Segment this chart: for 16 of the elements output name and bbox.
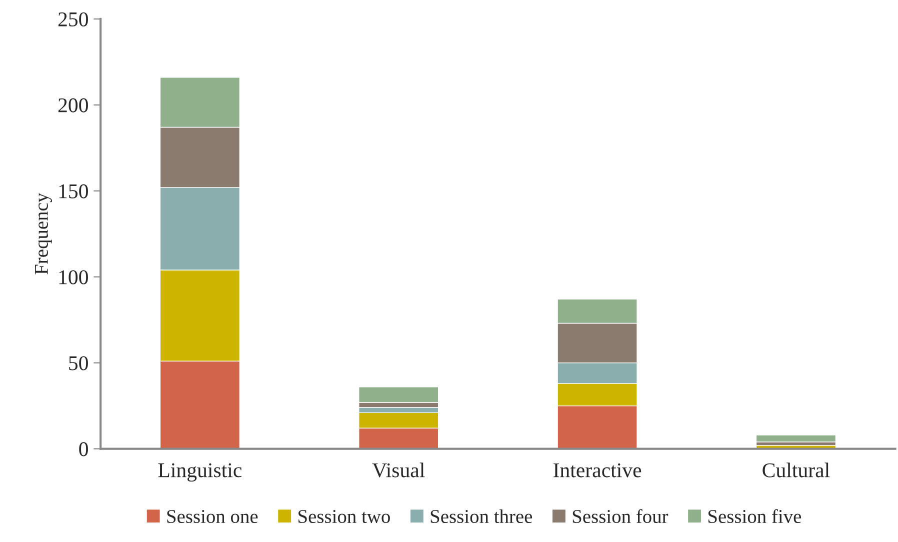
y-axis-title: Frequency <box>35 192 52 274</box>
x-tick-label: Cultural <box>762 462 830 478</box>
y-tick-label: 150 <box>59 184 88 198</box>
legend-label: Session two <box>298 510 390 524</box>
legend-label: Session five <box>708 509 802 524</box>
y-tick-label: 0 <box>79 442 88 456</box>
x-tick-label: Interactive <box>554 463 642 478</box>
y-tick-label: 250 <box>58 12 88 26</box>
legend-label: Session four <box>572 509 668 524</box>
y-tick-label: 200 <box>58 98 88 112</box>
x-tick-label: Linguistic <box>158 463 242 482</box>
x-tick-label: Visual <box>372 462 425 478</box>
y-tick-label: 100 <box>59 270 88 284</box>
legend-label: Session one <box>167 510 258 524</box>
y-tick-label: 50 <box>69 356 88 370</box>
legend-label: Session three <box>430 509 532 524</box>
